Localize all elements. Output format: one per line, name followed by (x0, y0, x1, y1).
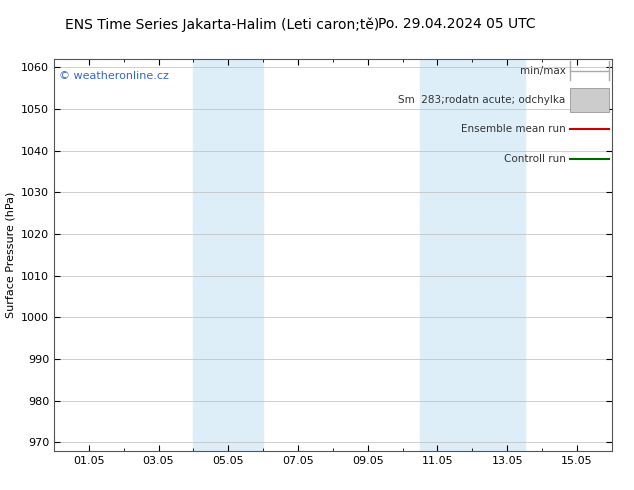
Text: min/max: min/max (520, 66, 566, 75)
Text: Ensemble mean run: Ensemble mean run (461, 124, 566, 134)
FancyBboxPatch shape (570, 88, 609, 112)
Y-axis label: Surface Pressure (hPa): Surface Pressure (hPa) (5, 192, 15, 318)
Text: Controll run: Controll run (503, 154, 566, 164)
Bar (420, 59, 525, 451)
Text: Sm  283;rodatn acute; odchylka: Sm 283;rodatn acute; odchylka (398, 95, 566, 105)
Text: Po. 29.04.2024 05 UTC: Po. 29.04.2024 05 UTC (378, 17, 535, 31)
Text: ENS Time Series Jakarta-Halim (Leti caron;tě): ENS Time Series Jakarta-Halim (Leti caro… (65, 17, 379, 32)
Text: © weatheronline.cz: © weatheronline.cz (60, 71, 169, 80)
Bar (193, 59, 263, 451)
